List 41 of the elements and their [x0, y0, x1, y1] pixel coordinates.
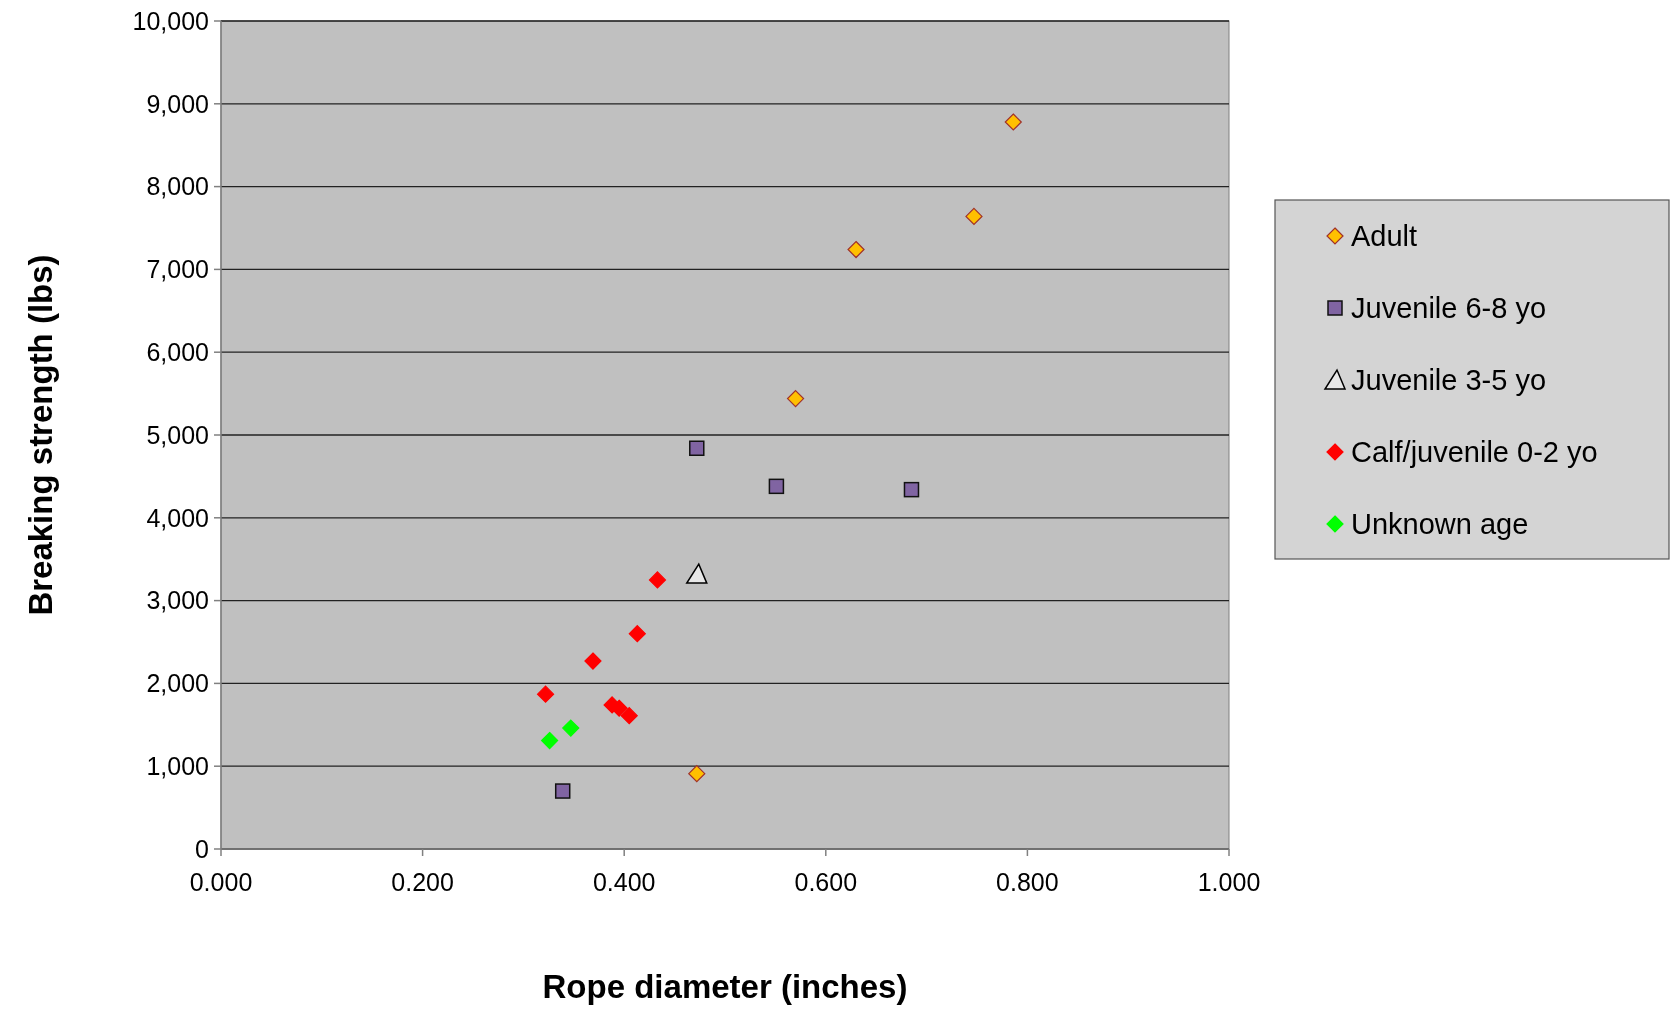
- point: [536, 685, 555, 703]
- x-tick-label: 0.600: [794, 868, 858, 896]
- point: [689, 440, 705, 456]
- y-tick-label: 9,000: [146, 89, 209, 118]
- y-tick-label: 2,000: [146, 669, 209, 698]
- x-axis-title: Rope diameter (inches): [542, 968, 908, 1005]
- y-tick-label: 4,000: [146, 503, 209, 532]
- x-tick-label: 0.800: [996, 868, 1059, 896]
- legend-label: Juvenile 6-8 yo: [1351, 292, 1547, 325]
- x-tick-label: 0.000: [189, 868, 253, 896]
- x-tick-label: 0.200: [391, 868, 454, 896]
- x-tick-label: 0.400: [592, 868, 656, 896]
- point: [786, 389, 805, 408]
- y-tick-label: 3,000: [146, 586, 209, 615]
- y-tick-label: 8,000: [146, 172, 209, 201]
- y-axis-title: Breaking strength (lbs): [22, 254, 59, 616]
- point: [648, 571, 667, 589]
- point: [847, 240, 865, 259]
- y-tick-label: 7,000: [146, 255, 209, 284]
- legend-label: Calf/juvenile 0-2 yo: [1351, 436, 1598, 469]
- point: [768, 478, 785, 495]
- y-tick-label: 1,000: [146, 751, 209, 780]
- legend-label: Adult: [1351, 220, 1418, 253]
- point: [554, 783, 571, 799]
- x-tick-label: 1.000: [1197, 868, 1261, 896]
- y-tick-label: 6,000: [146, 337, 209, 366]
- y-tick-label: 0: [195, 834, 209, 863]
- point: [562, 719, 580, 737]
- point: [965, 207, 983, 226]
- y-tick-label: 5,000: [146, 420, 209, 449]
- legend-label: Juvenile 3-5 yo: [1351, 364, 1547, 397]
- point: [584, 652, 602, 670]
- y-tick-label: 10,000: [132, 6, 209, 35]
- point: [1004, 113, 1022, 131]
- point: [903, 481, 920, 498]
- point: [541, 731, 559, 750]
- point: [686, 563, 708, 584]
- point: [688, 765, 706, 783]
- point: [620, 707, 638, 725]
- legend-label: Unknown age: [1351, 508, 1529, 541]
- point: [628, 625, 646, 643]
